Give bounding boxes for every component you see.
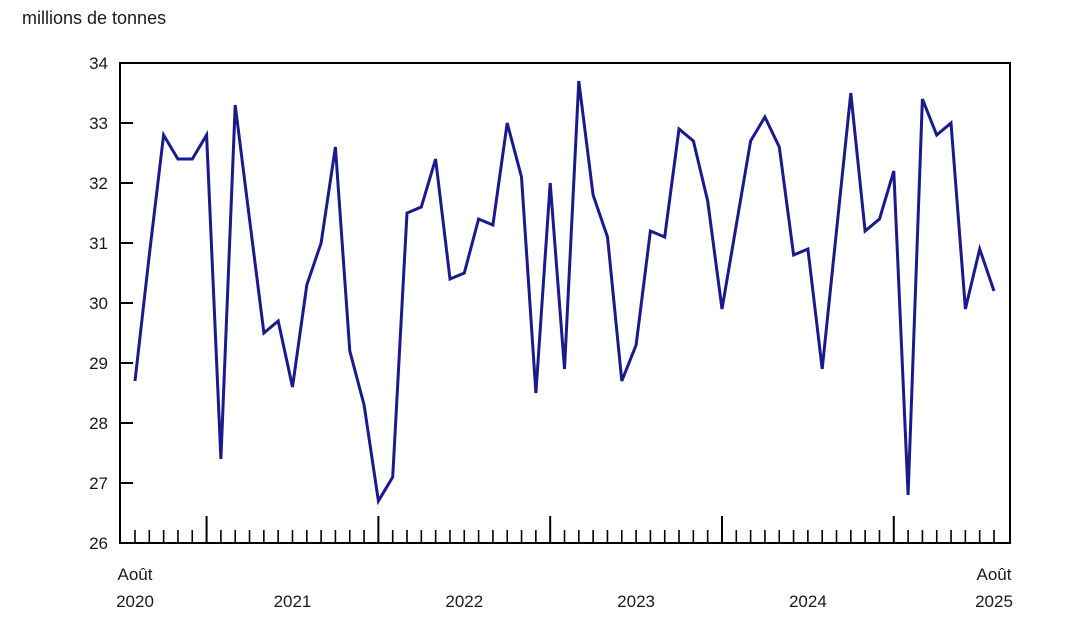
y-axis-tick-label: 31 — [89, 234, 108, 253]
x-axis-month-label: Août — [977, 565, 1012, 584]
data-series-line — [133, 80, 996, 506]
y-axis-tick-label: 27 — [89, 474, 108, 493]
x-axis-year-label: 2024 — [789, 592, 827, 611]
x-axis-year-label: 2020 — [116, 592, 154, 611]
x-axis-year-label: 2021 — [274, 592, 312, 611]
chart-title: millions de tonnes — [22, 8, 167, 28]
x-axis-month-label: Août — [118, 565, 153, 584]
y-axis-tick-label: 33 — [89, 114, 108, 133]
y-axis-tick-label: 29 — [89, 354, 108, 373]
y-axis-tick-label: 32 — [89, 174, 108, 193]
x-axis-year-label: 2023 — [617, 592, 655, 611]
y-axis-tick-label: 34 — [89, 54, 108, 73]
y-axis-tick-label: 30 — [89, 294, 108, 313]
x-axis-year-label: 2025 — [975, 592, 1013, 611]
y-axis-tick-label: 28 — [89, 414, 108, 433]
x-axis-year-label: 2022 — [445, 592, 483, 611]
y-axis-tick-label: 26 — [89, 534, 108, 553]
plot-border — [119, 62, 1011, 544]
